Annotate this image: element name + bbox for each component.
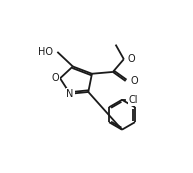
Text: Cl: Cl: [128, 95, 138, 105]
Text: N: N: [66, 89, 74, 99]
Text: O: O: [52, 73, 59, 83]
Text: O: O: [127, 54, 135, 64]
Text: HO: HO: [38, 47, 53, 57]
Text: O: O: [130, 76, 138, 86]
